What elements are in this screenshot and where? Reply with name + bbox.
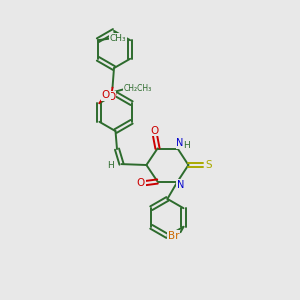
- Text: O: O: [136, 178, 145, 188]
- Text: O: O: [102, 90, 110, 100]
- Text: Br: Br: [168, 231, 180, 241]
- Text: O: O: [150, 125, 159, 136]
- Text: S: S: [205, 160, 211, 170]
- Text: H: H: [183, 141, 190, 150]
- Text: O: O: [107, 92, 115, 102]
- Text: H: H: [108, 161, 114, 170]
- Text: N: N: [177, 180, 184, 190]
- Text: N: N: [176, 138, 184, 148]
- Text: CH₂CH₃: CH₂CH₃: [124, 84, 152, 93]
- Text: Ethyl: Ethyl: [127, 84, 147, 93]
- Text: CH₃: CH₃: [110, 34, 126, 43]
